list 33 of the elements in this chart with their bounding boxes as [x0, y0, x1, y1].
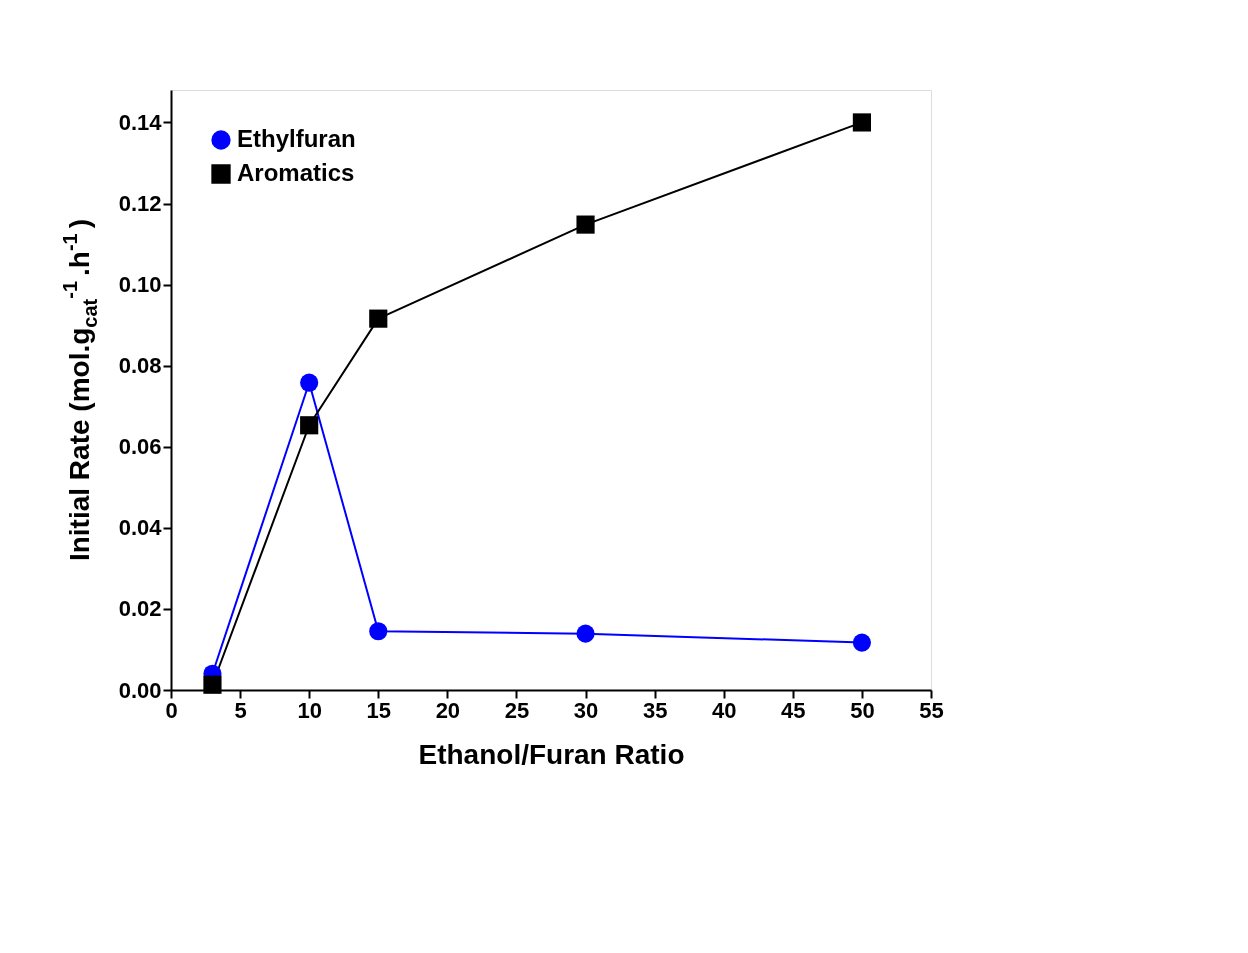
y-tick-label: 0.04 — [118, 515, 163, 541]
x-tick-label: 30 — [573, 697, 599, 723]
x-tick-label: 15 — [366, 697, 392, 723]
point — [300, 416, 319, 435]
y-tick-label: 0.06 — [118, 434, 162, 460]
x-tick-label: 20 — [435, 697, 461, 723]
y-tick-label: 0.14 — [118, 109, 163, 135]
y-tick-label: 0.08 — [118, 353, 162, 379]
y-tick-label: 0.12 — [118, 191, 162, 217]
x-tick-label: 45 — [781, 697, 806, 723]
x-tick-label: 25 — [504, 697, 530, 723]
legend-label: Ethylfuran — [237, 125, 356, 152]
point — [852, 113, 871, 132]
y-tick-label: 0.02 — [118, 596, 162, 622]
x-tick-label: 0 — [165, 697, 178, 723]
x-axis-title: Ethanol/Furan Ratio — [418, 738, 685, 770]
y-tick-label: 0.00 — [118, 677, 162, 703]
point — [203, 675, 222, 694]
point — [576, 624, 595, 643]
x-tick-label: 10 — [297, 697, 322, 723]
point — [369, 309, 388, 328]
y-tick-label: 0.10 — [118, 272, 162, 298]
x-tick-label: 5 — [234, 697, 247, 723]
point — [369, 622, 388, 641]
y-axis-title: Initial Rate (mol.gcat-1.h-1) — [59, 218, 101, 562]
x-tick-label: 40 — [711, 697, 737, 723]
point — [576, 215, 595, 234]
point — [300, 373, 319, 392]
point — [852, 633, 871, 652]
legend-label: Aromatics — [237, 159, 355, 186]
x-tick-label: 55 — [919, 697, 944, 723]
x-tick-label: 35 — [642, 697, 668, 723]
x-tick-label: 50 — [850, 697, 875, 723]
